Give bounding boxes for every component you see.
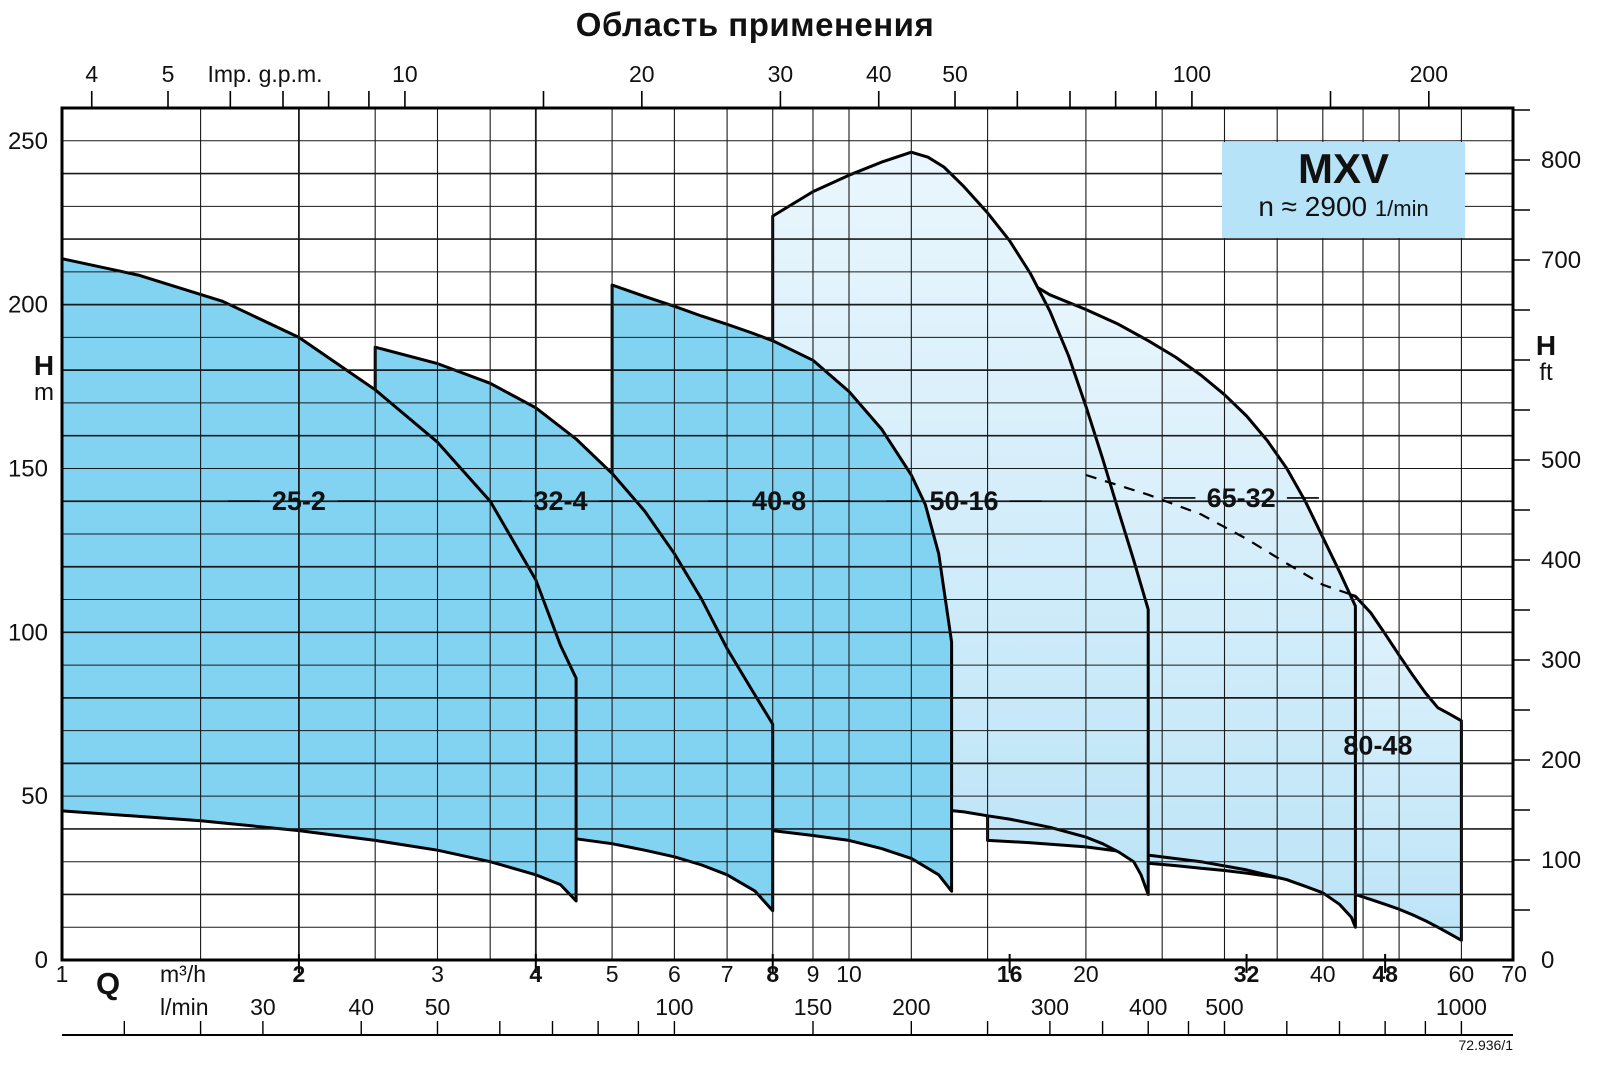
- lmin-label-40: 40: [348, 994, 374, 1020]
- lmin-label-100: 100: [655, 994, 693, 1020]
- left-axis-label: 100: [8, 619, 48, 646]
- drawing-reference: 72.936/1: [1458, 1037, 1514, 1053]
- lmin-label-30: 30: [250, 994, 276, 1020]
- top-axis-unit-label: Imp. g.p.m.: [207, 61, 322, 87]
- chart-title: Область применения: [575, 6, 935, 43]
- dashed-boundary-line: [1085, 473, 1352, 596]
- region-25-2: [60, 257, 578, 903]
- m3h-label-20: 20: [1073, 961, 1099, 987]
- head-unit-right: ft: [1539, 359, 1553, 386]
- lmin-label-1000: 1000: [1436, 994, 1487, 1020]
- speed-unit: 1/min: [1374, 196, 1429, 221]
- region-label-25-2: 25-2: [272, 486, 326, 516]
- m3h-label-16: 16: [997, 961, 1023, 987]
- flow-symbol: Q: [96, 966, 121, 1001]
- right-axis-label: 400: [1541, 547, 1581, 574]
- left-axis-label: 0: [35, 947, 48, 974]
- top-tick-label: 4: [85, 61, 98, 87]
- region-label-32-4: 32-4: [534, 486, 588, 516]
- left-axis-label: 50: [21, 783, 48, 810]
- product-badge: MXV n ≈ 2900 1/min: [1222, 142, 1465, 238]
- left-axis-label: 150: [8, 455, 48, 482]
- top-tick-label: 20: [629, 61, 655, 87]
- m3h-label-48: 48: [1372, 961, 1398, 987]
- top-tick-label: 30: [768, 61, 794, 87]
- region-label-80-48: 80-48: [1343, 730, 1412, 760]
- product-name: MXV: [1297, 145, 1389, 192]
- region-label-50-16: 50-16: [929, 486, 998, 516]
- m3h-label-60: 60: [1449, 961, 1475, 987]
- m3h-label-6: 6: [668, 961, 681, 987]
- m3h-label-1: 1: [56, 961, 69, 987]
- lmin-label-150: 150: [794, 994, 832, 1020]
- head-unit-left: m: [34, 379, 54, 406]
- right-axis-label: 100: [1541, 847, 1581, 874]
- flow-unit-m3h: m³/h: [160, 961, 206, 987]
- lmin-label-50: 50: [425, 994, 451, 1020]
- top-tick-label: 50: [942, 61, 968, 87]
- top-tick-label: 10: [392, 61, 418, 87]
- left-axis-title: H m: [14, 352, 74, 406]
- m3h-label-9: 9: [807, 961, 820, 987]
- m3h-label-40: 40: [1310, 961, 1336, 987]
- plot-border: [60, 106, 1515, 962]
- speed-value: n ≈ 2900: [1258, 191, 1368, 222]
- m3h-label-70: 70: [1501, 961, 1527, 987]
- top-tick-label: 100: [1173, 61, 1211, 87]
- region-label-40-8: 40-8: [752, 486, 806, 516]
- m3h-label-2: 2: [293, 961, 306, 987]
- lmin-label-200: 200: [892, 994, 930, 1020]
- m3h-label-7: 7: [721, 961, 734, 987]
- lmin-label-400: 400: [1129, 994, 1167, 1020]
- left-axis-label: 200: [8, 292, 48, 319]
- flow-unit-lmin: l/min: [160, 994, 209, 1020]
- m3h-label-10: 10: [836, 961, 862, 987]
- right-axis-label: 500: [1541, 447, 1581, 474]
- top-tick-label: 5: [162, 61, 175, 87]
- lmin-label-300: 300: [1031, 994, 1069, 1020]
- m3h-label-5: 5: [606, 961, 619, 987]
- right-axis-label: 200: [1541, 747, 1581, 774]
- head-symbol-left: H: [33, 350, 55, 381]
- m3h-label-32: 32: [1234, 961, 1260, 987]
- m3h-label-3: 3: [431, 961, 444, 987]
- top-tick-label: 40: [866, 61, 892, 87]
- lmin-label-500: 500: [1205, 994, 1243, 1020]
- right-axis-label: 800: [1541, 147, 1581, 174]
- right-axis-label: 700: [1541, 247, 1581, 274]
- m3h-label-8: 8: [766, 961, 779, 987]
- right-axis-label: 300: [1541, 647, 1581, 674]
- region-label-65-32: 65-32: [1207, 483, 1276, 513]
- right-axis-title: H ft: [1516, 332, 1576, 386]
- right-axis-label: 0: [1541, 947, 1554, 974]
- m3h-label-4: 4: [529, 961, 542, 987]
- head-symbol-right: H: [1535, 330, 1557, 361]
- left-axis-label: 250: [8, 128, 48, 155]
- top-tick-label: 200: [1410, 61, 1448, 87]
